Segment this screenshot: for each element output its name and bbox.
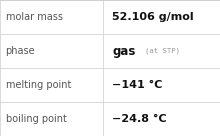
Text: −141 °C: −141 °C (112, 80, 163, 90)
Text: phase: phase (6, 46, 35, 56)
Text: molar mass: molar mass (6, 12, 62, 22)
Text: (at STP): (at STP) (145, 48, 180, 54)
Text: gas: gas (112, 44, 136, 58)
Text: 52.106 g/mol: 52.106 g/mol (112, 12, 194, 22)
Text: −24.8 °C: −24.8 °C (112, 114, 167, 124)
Text: boiling point: boiling point (6, 114, 66, 124)
Text: melting point: melting point (6, 80, 71, 90)
